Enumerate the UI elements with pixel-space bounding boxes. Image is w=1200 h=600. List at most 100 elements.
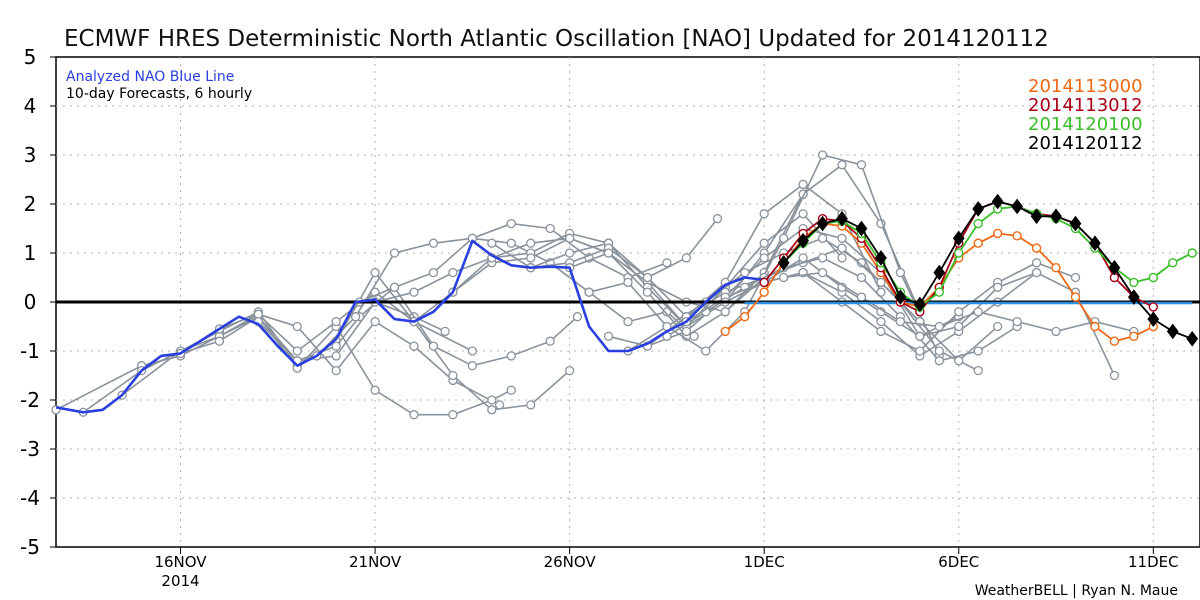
past-forecast-point [973,307,983,317]
x-tick-label: 26NOV [544,553,597,571]
forecast-point [1166,323,1179,340]
y-tick-label: 4 [24,94,37,118]
past-forecast-point [428,238,439,248]
past-forecast-point [506,385,516,395]
forecast-point [1031,243,1042,253]
past-forecast-point [837,160,847,170]
past-forecast-series [51,150,1139,420]
past-forecast-point [701,346,711,356]
y-axis: 5 4 3 2 1 0 -1 -2 -3 -4 -5 [20,45,56,559]
x-tick-label: 6DEC [938,553,979,571]
past-forecast-line [316,222,668,357]
past-forecast-point [856,272,867,283]
past-forecast-point [448,267,458,278]
past-forecast-point [564,233,575,243]
past-forecast-point [603,248,614,258]
past-forecast-point [1051,326,1061,337]
analysis-line [55,239,765,414]
forecast-point [1127,289,1140,305]
forecast-line [782,205,1193,309]
forecast-point [954,248,964,258]
past-forecast-point [973,346,983,356]
past-forecast-point [817,253,828,263]
forecast-point [1148,302,1159,312]
forecast-point [973,238,983,248]
grid-lines [56,57,1200,547]
past-forecast-point [448,370,458,381]
forecast-point [973,218,983,229]
y-tick-label: 1 [24,241,37,265]
past-forecast-line [783,271,1135,333]
past-forecast-point [623,316,633,327]
y-tick-label: 3 [24,143,37,167]
past-forecast-line [121,313,500,406]
forecast-point [992,228,1003,239]
legend-entry: 2014120100 [1028,114,1143,135]
past-forecast-point [389,282,400,292]
past-forecast-point [993,282,1003,292]
forecast-point [1148,272,1159,283]
forecast-point [952,230,965,247]
past-forecast-point [837,233,847,243]
past-forecast-point [934,321,944,332]
past-forecast-point [817,150,828,160]
past-forecast-point [798,253,808,263]
past-forecast-point [798,209,808,219]
forecast-point [972,201,985,217]
past-forecast-point [526,238,536,248]
past-forecast-point [915,331,925,341]
past-forecast-point [428,341,439,351]
past-forecast-point [759,238,769,248]
annotation-forecast-info: 10-day Forecasts, 6 hourly [66,86,252,102]
forecast-point [1070,292,1081,302]
forecast-point [1186,330,1199,347]
past-forecast-point [487,395,497,405]
past-forecast-point [1031,267,1042,278]
past-forecast-point [214,336,225,346]
past-forecast-point [487,238,497,248]
past-forecast-point [740,267,750,278]
legend-entry: 2014113000 [1028,76,1143,97]
past-forecast-point [856,160,867,170]
x-tick-label: 21NOV [349,553,402,571]
past-forecast-point [798,179,808,190]
past-forecast-point [603,331,614,341]
past-forecast-point [370,267,380,278]
forecast-point [894,289,907,305]
past-forecast-point [545,223,555,234]
past-forecast-point [506,218,516,229]
past-forecast-point [895,267,906,278]
x-tick-label: 1DEC [744,553,785,571]
forecast-point [797,232,809,249]
analysis-series [55,239,765,414]
forecast-point [720,326,730,337]
forecast-2014120112 [777,193,1199,347]
forecast-point [875,250,887,266]
forecast-point [1030,208,1043,225]
past-forecast-point [331,341,341,351]
forecast-point [1089,235,1101,252]
past-forecast-point [712,214,723,224]
credit-text: WeatherBELL | Ryan N. Maue [975,583,1178,599]
forecast-point [1090,321,1100,332]
past-forecast-point [292,346,302,356]
past-forecast-point [720,307,730,317]
past-forecast-point [642,287,653,297]
past-forecast-point [681,326,692,337]
past-forecast-point [448,410,458,420]
x-tick-label: 16NOV [154,553,207,571]
past-forecast-point [487,405,497,415]
past-forecast-point [526,400,536,410]
past-forecast-point [681,253,692,263]
past-forecast-point [584,287,594,297]
past-forecast-point [856,292,867,302]
past-forecast-point [1031,258,1042,268]
past-forecast-line [666,257,1018,362]
past-forecast-point [409,341,419,351]
y-tick-label: -4 [20,486,40,510]
past-forecast-line [685,271,1038,357]
y-tick-label: 5 [24,45,37,69]
forecast-point [1108,259,1121,276]
past-forecast-point [409,287,419,297]
past-forecast-point [526,253,536,263]
